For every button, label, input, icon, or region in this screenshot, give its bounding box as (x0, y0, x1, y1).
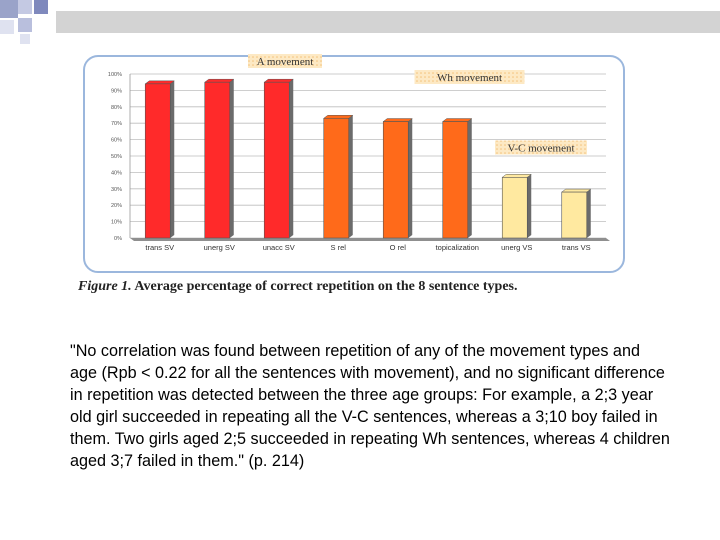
bar-top (442, 118, 473, 122)
y-tick-label: 70% (111, 121, 122, 127)
bar-face (323, 117, 350, 239)
bar (144, 80, 175, 239)
bar (561, 188, 592, 239)
bar-side (467, 118, 472, 238)
bar-side (170, 80, 175, 238)
group-label-box (414, 70, 525, 84)
bar-chart: A movement Wh movement V-C movement 0% 10% 2… (83, 54, 625, 273)
bar-side (408, 118, 413, 238)
quote-text: "No correlation was found between repeti… (70, 342, 670, 470)
x-tick-label: unerg SV (204, 243, 235, 252)
bar (442, 118, 473, 239)
decor-square (0, 20, 14, 34)
y-tick-label: 60% (111, 138, 122, 144)
x-tick-label: topicalization (436, 243, 479, 252)
y-tick-label: 90% (111, 88, 122, 94)
figure-label: Figure 1. (78, 279, 132, 294)
bar-face (144, 83, 171, 239)
bar-top (144, 80, 175, 85)
bar-side (229, 79, 234, 238)
bar-side (289, 79, 294, 238)
x-tick-label: unacc SV (263, 243, 295, 252)
bar-face (263, 81, 290, 239)
bar-top (382, 118, 413, 122)
top-rule (56, 11, 720, 33)
bar-top (501, 174, 532, 178)
bar-face (204, 81, 231, 239)
y-tick-labels: 0% 10% 20% 30% 40% 50% 60% 70% 80% 90% 100% (108, 72, 122, 242)
group-label: V-C movement (507, 143, 574, 155)
bar-side (586, 189, 591, 238)
decor-square (18, 0, 32, 14)
bar-face (382, 121, 409, 239)
x-tick-label: trans VS (562, 243, 591, 252)
bar-top (561, 188, 592, 193)
bar-top (263, 78, 294, 83)
chart-bars (144, 78, 592, 239)
group-label-box (495, 140, 587, 155)
bar-face (501, 177, 528, 239)
x-tick-label: O rel (390, 243, 407, 252)
bar-top (323, 115, 354, 119)
decor-square (0, 0, 18, 18)
bar (204, 78, 235, 239)
group-label: Wh movement (437, 72, 502, 84)
x-tick-label: trans SV (145, 243, 174, 252)
x-tick-label: unerg VS (501, 243, 532, 252)
y-tick-label: 80% (111, 105, 122, 111)
bar-face (442, 121, 469, 239)
x-tick-labels: trans SV unerg SV unacc SV S rel O rel topica… (145, 243, 590, 252)
group-label: A movement (257, 56, 314, 68)
y-tick-label: 20% (111, 203, 122, 209)
bar-side (527, 174, 532, 238)
y-tick-label: 0% (114, 236, 122, 242)
decor-square (34, 0, 48, 14)
y-tick-label: 10% (111, 220, 122, 226)
decor-square (20, 34, 30, 44)
bar-face (561, 191, 588, 239)
decor-square (18, 18, 32, 32)
x-axis-floor (130, 238, 610, 241)
y-tick-label: 30% (111, 187, 122, 193)
y-tick-label: 100% (108, 72, 122, 78)
movement-group-labels: A movement Wh movement V-C movement (248, 54, 587, 155)
plot-floor (130, 238, 610, 241)
bar (501, 174, 532, 239)
bar (323, 115, 354, 239)
bar (382, 118, 413, 239)
y-tick-label: 50% (111, 154, 122, 160)
figure-caption: Figure 1. Average percentage of correct … (78, 279, 638, 295)
bar-top (204, 78, 235, 83)
bar (263, 78, 294, 239)
group-label-box (248, 54, 322, 68)
x-tick-label: S rel (331, 243, 347, 252)
y-tick-label: 40% (111, 170, 122, 176)
bar-side (348, 115, 353, 238)
figure-caption-text: Average percentage of correct repetition… (134, 279, 518, 294)
